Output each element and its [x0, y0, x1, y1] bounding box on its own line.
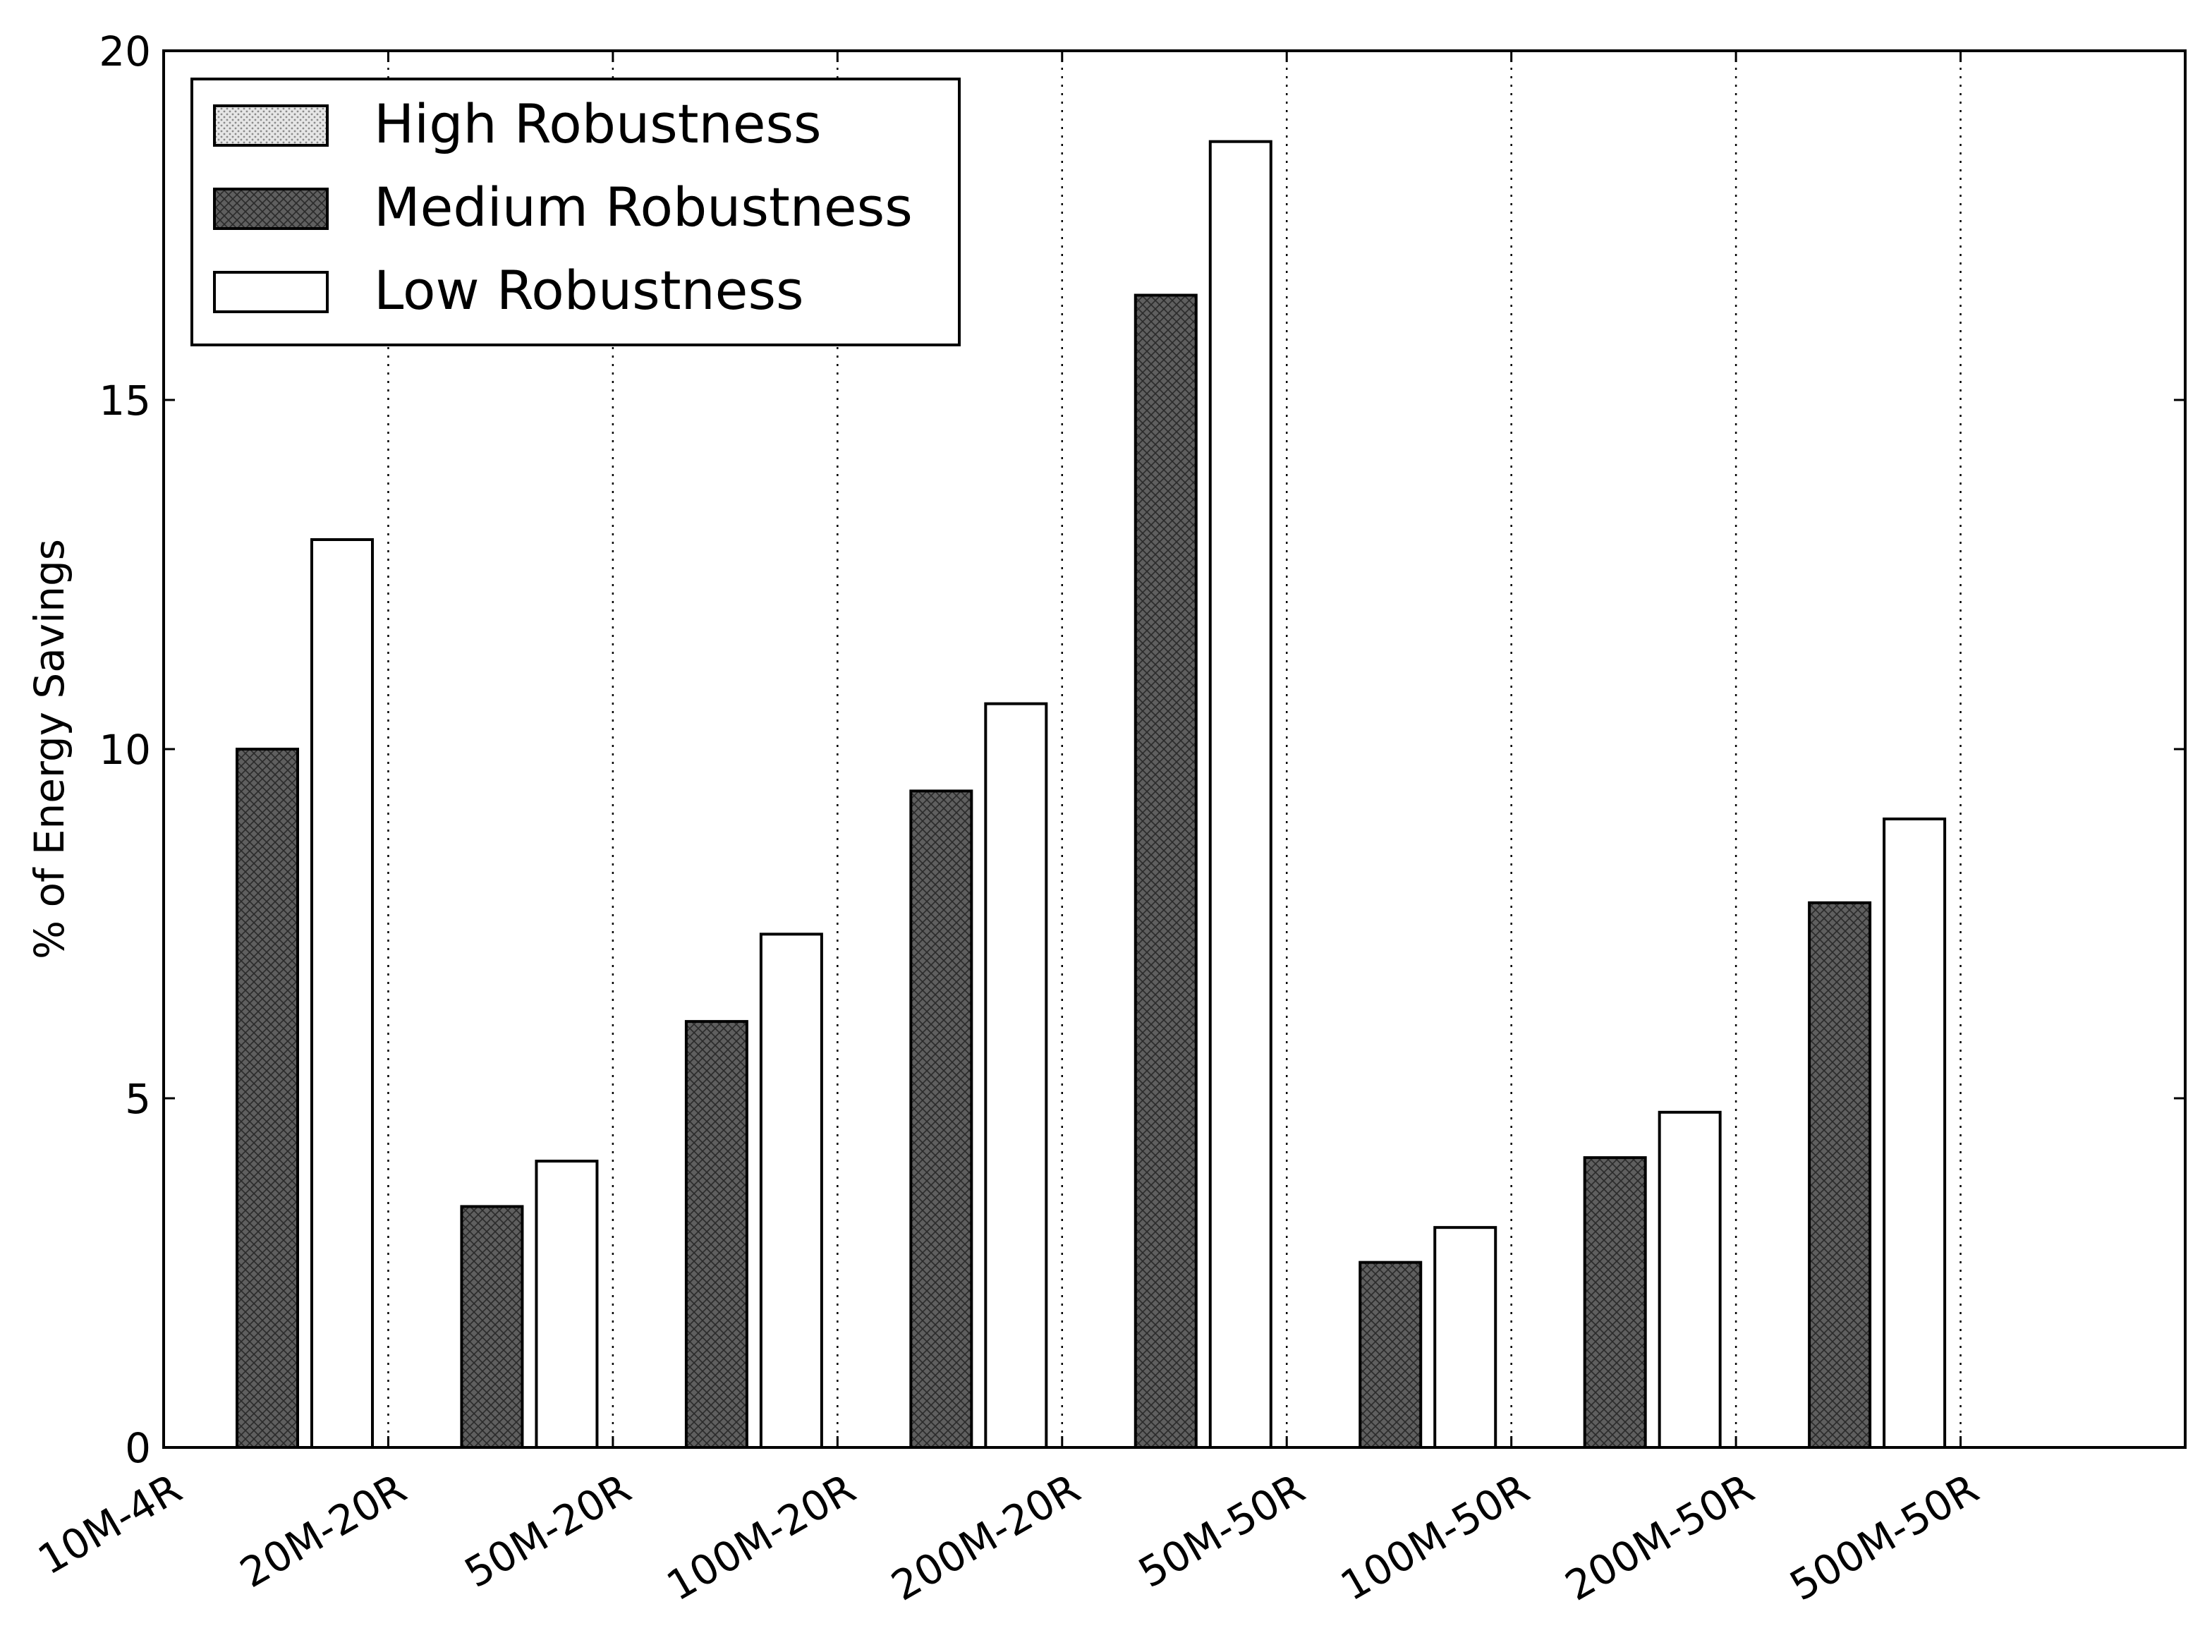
- legend: High Robustness Medium Robustness Low Robu…: [190, 78, 961, 346]
- x-tick-label-100m-50r: 100M-50R: [1332, 1464, 1537, 1610]
- legend-label-medium-robustness: Medium Robustness: [374, 176, 913, 238]
- bar-low-robustness-100m-20r: [984, 702, 1048, 1449]
- bar-medium-robustness-200m-50r: [1808, 901, 1872, 1450]
- y-axis-label: % of Energy Savings: [25, 539, 73, 959]
- bar-low-robustness-200m-50r: [1883, 818, 1947, 1449]
- bar-medium-robustness-50m-50r: [1359, 1261, 1423, 1450]
- y-tick-label: 20: [99, 28, 151, 75]
- x-tick-label-50m-50r: 50M-50R: [1131, 1464, 1313, 1597]
- bar-medium-robustness-200m-20r: [1134, 293, 1198, 1449]
- x-tick-label-50m-20r: 50M-20R: [456, 1464, 638, 1597]
- legend-swatch-medium-robustness: [213, 188, 329, 230]
- bar-medium-robustness-10m-4r: [236, 748, 299, 1449]
- legend-label-low-robustness: Low Robustness: [374, 259, 804, 322]
- x-tick-label-500m-50r: 500M-50R: [1782, 1464, 1986, 1610]
- bar-medium-robustness-50m-20r: [684, 1020, 748, 1449]
- bar-medium-robustness-100m-20r: [909, 789, 973, 1449]
- bar-low-robustness-200m-20r: [1208, 140, 1272, 1450]
- bar-low-robustness-50m-20r: [759, 933, 823, 1449]
- y-tick-label: 10: [99, 726, 151, 774]
- legend-swatch-low-robustness: [213, 271, 329, 313]
- legend-swatch-high-robustness: [213, 104, 329, 147]
- y-tick-label: 5: [125, 1075, 151, 1123]
- x-tick-label-10m-4r: 10M-4R: [30, 1464, 190, 1584]
- y-tick-label: 0: [125, 1424, 151, 1472]
- bar-low-robustness-50m-50r: [1433, 1226, 1497, 1450]
- x-tick-label-100m-20r: 100M-20R: [659, 1464, 863, 1610]
- x-tick-label-20m-20r: 20M-20R: [232, 1464, 414, 1597]
- bar-low-robustness-10m-4r: [310, 538, 374, 1449]
- y-tick-label: 15: [99, 377, 151, 425]
- x-tick-label-200m-50r: 200M-50R: [1557, 1464, 1762, 1610]
- x-tick-label-200m-20r: 200M-20R: [883, 1464, 1088, 1610]
- bar-medium-robustness-20m-20r: [460, 1205, 524, 1449]
- bars-layer: [236, 140, 1947, 1450]
- bar-low-robustness-100m-50r: [1658, 1110, 1722, 1450]
- legend-label-high-robustness: High Robustness: [374, 92, 822, 155]
- bar-medium-robustness-100m-50r: [1583, 1156, 1647, 1450]
- bar-low-robustness-20m-20r: [535, 1160, 599, 1449]
